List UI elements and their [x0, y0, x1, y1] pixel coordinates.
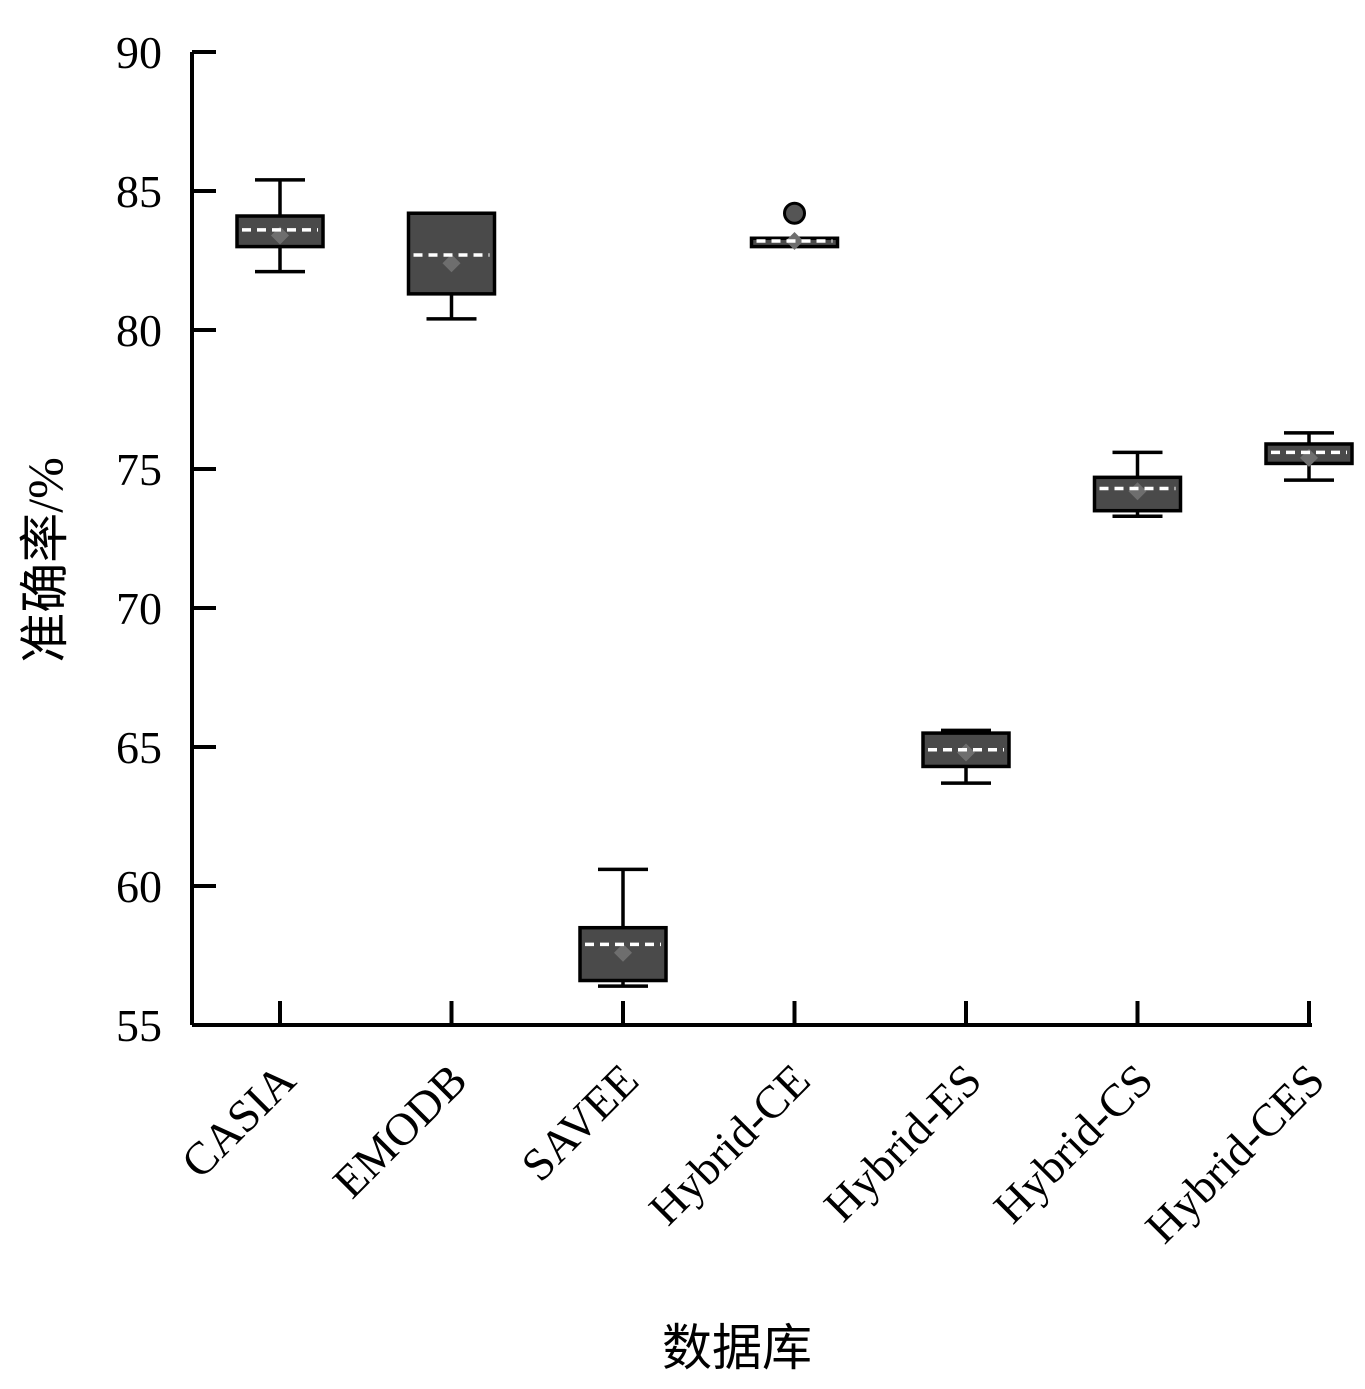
box-hybrid-ce [749, 201, 840, 251]
x-axis-title: 数据库 [662, 1320, 812, 1376]
x-tick-label: CASIA [171, 1054, 305, 1188]
x-tick-label: SAVEE [511, 1054, 648, 1191]
y-axis-title: 准确率/% [17, 457, 73, 663]
x-tick-label: Hybrid-CE [639, 1054, 820, 1235]
box-savee [578, 867, 668, 988]
box-casia [235, 178, 325, 274]
boxes [235, 178, 1354, 988]
y-tick-label: 60 [116, 861, 162, 912]
axes [190, 50, 1312, 1027]
x-tick-label: EMODB [323, 1054, 477, 1208]
y-tick-label: 90 [116, 27, 162, 78]
x-tick-label: Hybrid-CES [1135, 1054, 1334, 1253]
y-tick-label: 85 [116, 166, 162, 217]
median-marker [442, 254, 461, 273]
median-marker [614, 943, 632, 962]
y-tick-label: 55 [116, 1000, 162, 1051]
box-emodb [406, 211, 497, 321]
y-tick-label: 70 [116, 583, 162, 634]
box-hybrid-cs [1092, 450, 1183, 519]
outlier-point [783, 201, 806, 225]
y-tick-label: 80 [116, 305, 162, 356]
x-tick-label: Hybrid-ES [814, 1054, 991, 1231]
box-hybrid-es [921, 728, 1011, 785]
box-hybrid-ces [1264, 431, 1354, 482]
y-tick-label: 75 [116, 444, 162, 495]
y-tick-label: 65 [116, 722, 162, 773]
x-tick-label: Hybrid-CS [984, 1054, 1163, 1233]
